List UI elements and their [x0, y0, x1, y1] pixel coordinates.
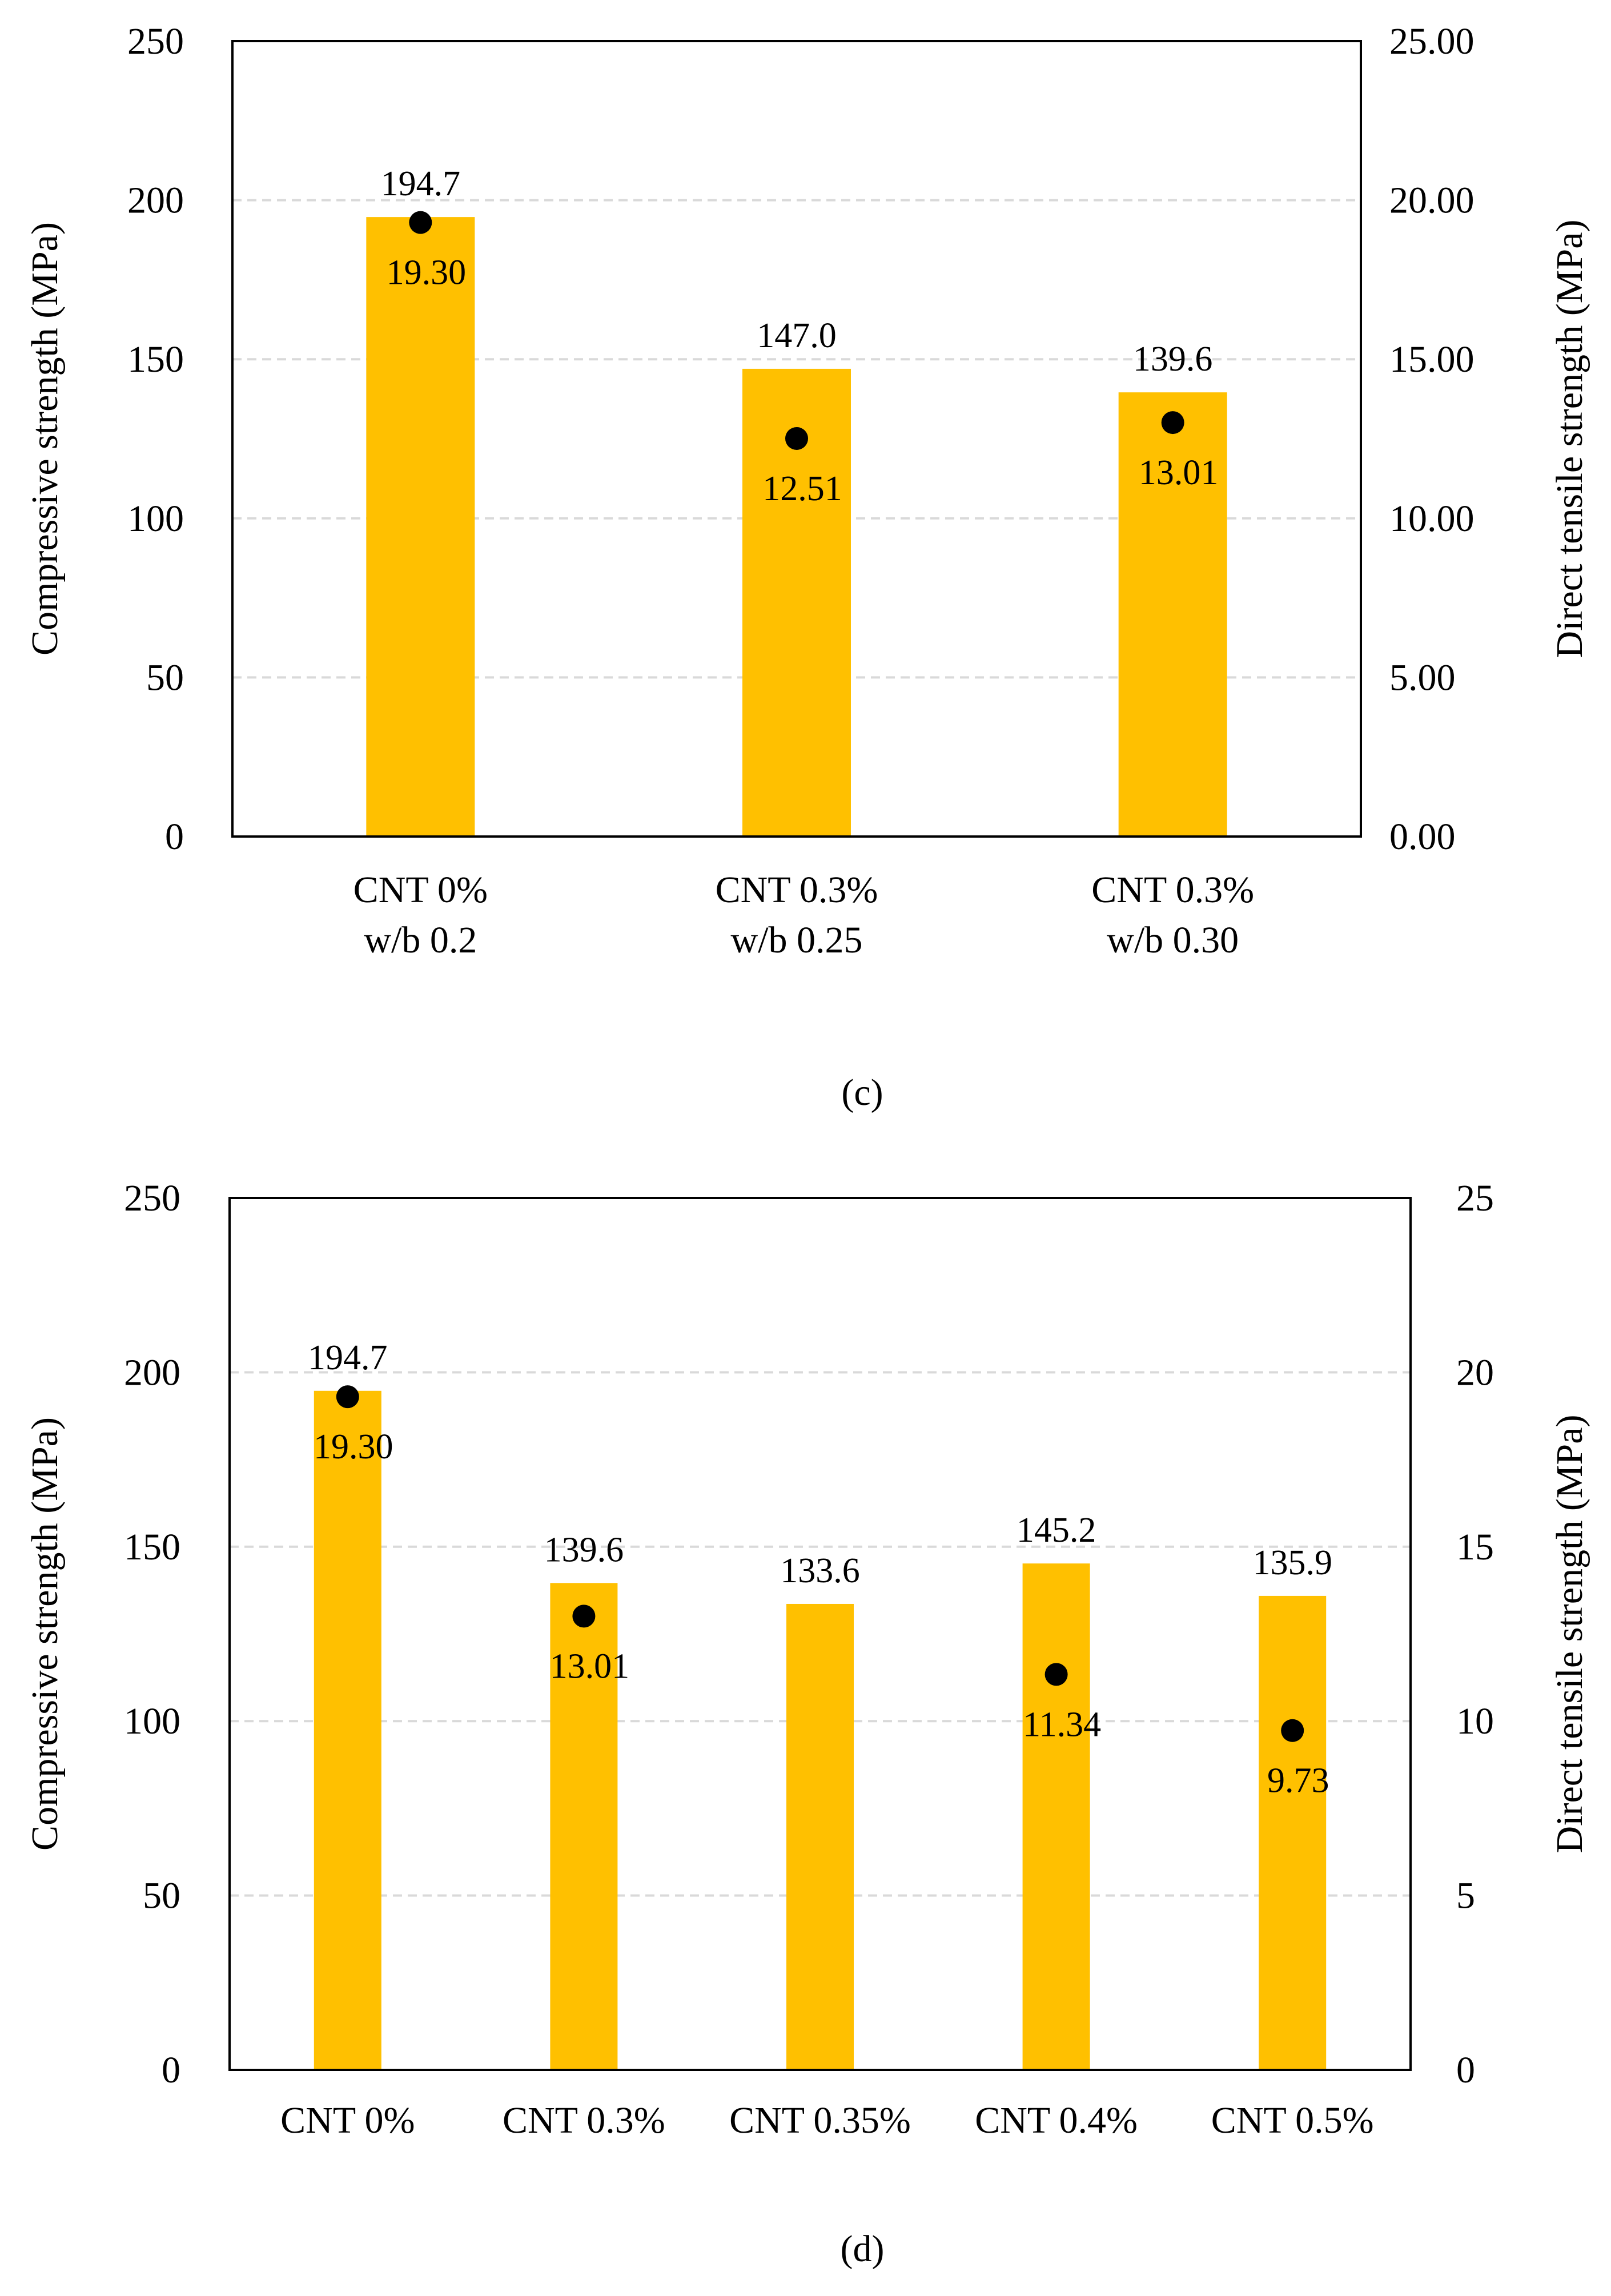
category-label: CNT 0% [353, 869, 488, 911]
y-tick-label: 0 [162, 2049, 180, 2091]
bar [366, 217, 475, 837]
tensile-point [336, 1385, 359, 1409]
y-tick-label: 0 [165, 816, 184, 858]
category-label: CNT 0.3% [1091, 869, 1254, 911]
bar [1118, 392, 1227, 837]
category-label: CNT 0.3% [503, 2100, 665, 2141]
tensile-point [1161, 411, 1184, 435]
category-label: w/b 0.30 [1107, 919, 1239, 961]
tensile-point [572, 1605, 596, 1628]
y2-tick-label: 25 [1456, 1177, 1494, 1219]
y-tick-label: 50 [146, 657, 184, 698]
y-tick-label: 200 [124, 1352, 180, 1393]
category-label: CNT 0.4% [975, 2100, 1138, 2141]
bar-value-label: 194.7 [381, 164, 461, 203]
y-tick-label: 150 [127, 339, 184, 380]
y-tick-label: 200 [127, 180, 184, 222]
category-label: CNT 0% [280, 2100, 415, 2141]
y-tick-label: 100 [124, 1700, 180, 1742]
y2-tick-label: 15 [1456, 1526, 1494, 1568]
bar [314, 1390, 381, 2070]
y2-tick-label: 0 [1456, 2049, 1475, 2091]
bar-value-label: 145.2 [1017, 1511, 1096, 1550]
category-label: CNT 0.5% [1211, 2100, 1374, 2141]
bar-value-label: 194.7 [308, 1338, 388, 1377]
tensile-point [409, 211, 432, 234]
y2-tick-label: 0.00 [1389, 816, 1456, 858]
y2-tick-label: 5 [1456, 1875, 1475, 1917]
y2-tick-label: 5.00 [1389, 657, 1456, 698]
plot-frame [231, 40, 1362, 838]
tensile-value-label: 13.01 [550, 1647, 630, 1686]
tensile-value-label: 11.34 [1023, 1705, 1101, 1744]
y-tick-label: 150 [124, 1526, 180, 1568]
y-tick-label: 100 [127, 498, 184, 540]
y2-tick-label: 10 [1456, 1700, 1494, 1742]
plot-frame [228, 1197, 1412, 2071]
bar-value-label: 139.6 [1133, 340, 1213, 379]
y2-tick-label: 20.00 [1389, 180, 1475, 222]
category-label: CNT 0.35% [729, 2100, 911, 2141]
y2-tick-label: 15.00 [1389, 339, 1475, 380]
bar [1259, 1595, 1327, 2070]
bar-value-label: 139.6 [544, 1530, 624, 1569]
y-axis-title: Compressive strength (MPa) [24, 222, 66, 656]
tensile-point [1044, 1663, 1068, 1686]
y-tick-label: 50 [143, 1875, 180, 1917]
y2-tick-label: 10.00 [1389, 498, 1475, 540]
bar-value-label: 147.0 [757, 316, 837, 355]
tensile-value-label: 13.01 [1139, 453, 1219, 492]
category-label: w/b 0.2 [364, 919, 477, 961]
tensile-point [1281, 1719, 1304, 1742]
tensile-value-label: 19.30 [387, 254, 467, 292]
chart-c: 194.7 147.0 139.6 19.30 12.51 13.01 0 50 100 150 2… [24, 21, 1590, 961]
y-tick-label: 250 [124, 1177, 180, 1219]
bar-value-label: 135.9 [1252, 1543, 1332, 1582]
tensile-point [785, 427, 808, 450]
bar [550, 1583, 618, 2070]
category-label: w/b 0.25 [731, 919, 863, 961]
y2-tick-label: 20 [1456, 1352, 1494, 1393]
y2-tick-label: 25.00 [1389, 21, 1475, 62]
bar [786, 1603, 854, 2070]
category-label: CNT 0.3% [716, 869, 878, 911]
tensile-value-label: 19.30 [314, 1428, 393, 1466]
bar-value-label: 133.6 [780, 1551, 860, 1590]
y-tick-label: 250 [127, 21, 184, 62]
y2-axis-title: Direct tensile strength (MPa) [1549, 220, 1590, 658]
figure-caption: (c) [841, 1072, 883, 1113]
tensile-value-label: 9.73 [1267, 1762, 1329, 1800]
chart-d: 194.7 139.6 133.6 145.2 135.9 19.30 13.01 11.34… [24, 1177, 1590, 2141]
y-axis-title: Compressive strength (MPa) [24, 1417, 66, 1851]
y2-axis-title: Direct tensile strength (MPa) [1549, 1415, 1590, 1853]
figure-caption: (d) [841, 2228, 885, 2270]
tensile-value-label: 12.51 [762, 469, 842, 508]
bar [1022, 1563, 1090, 2070]
